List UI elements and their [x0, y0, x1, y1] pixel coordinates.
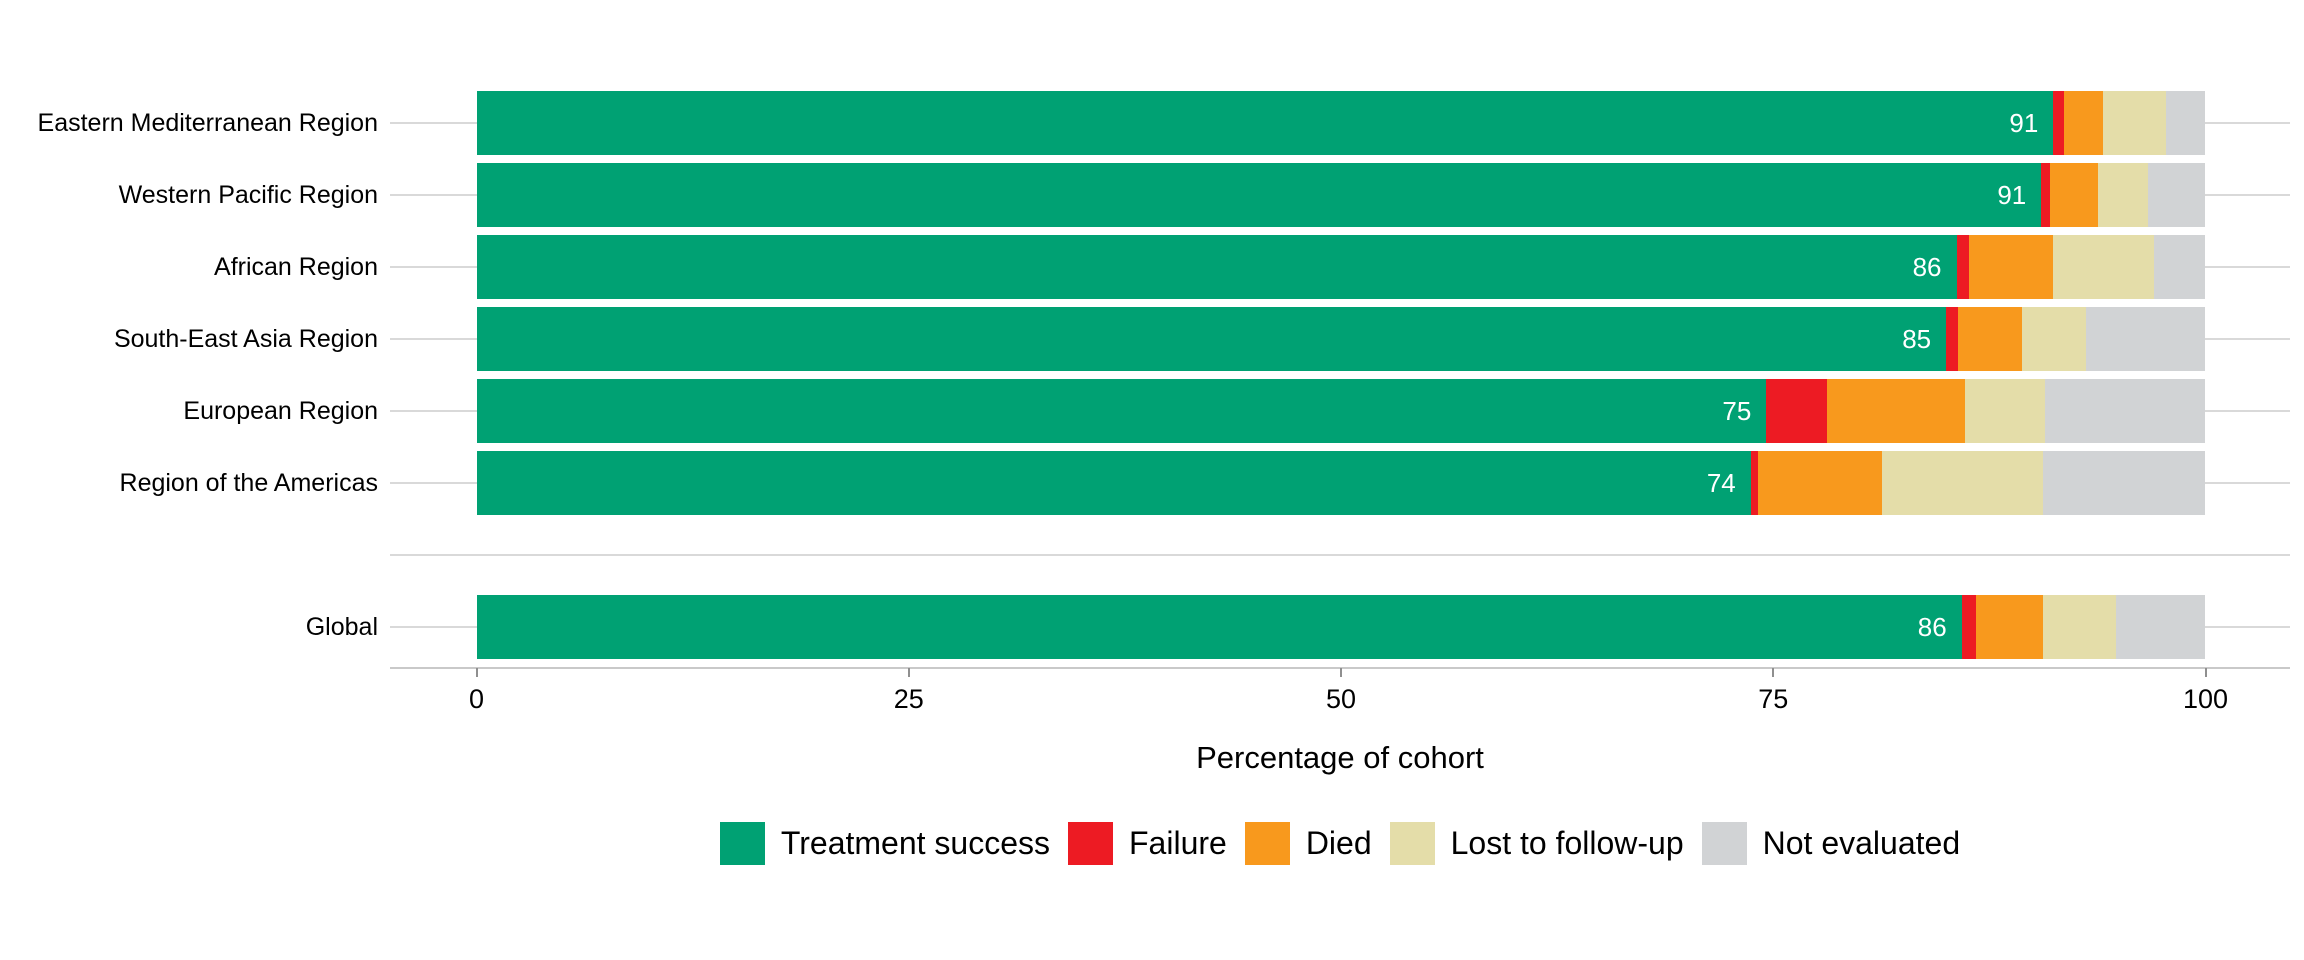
bar-row-global: 86 [476, 595, 2206, 659]
legend-label: Lost to follow-up [1450, 825, 1684, 861]
bar-segment-failure [1946, 307, 1959, 371]
legend-item-lost-to-follow-up: Lost to follow-up [1389, 821, 1684, 865]
bar-row-european-region: 75 [476, 379, 2206, 443]
bar-segment-died [1826, 379, 1966, 443]
bar-row-region-of-the-americas: 74 [476, 451, 2206, 515]
bar-segment-died [1968, 235, 2054, 299]
bar-segment-failure [1956, 235, 1969, 299]
bar-value-label: 74 [1706, 468, 1736, 498]
bar-segment-not-evaluated [2148, 163, 2206, 227]
bar-segment-not-evaluated [2165, 91, 2206, 155]
bar-row-western-pacific-region: 91 [476, 163, 2206, 227]
bar-segment-died [2063, 91, 2104, 155]
legend-swatch-lost-to-follow-up [1389, 821, 1435, 865]
bar-segment-lost-to-follow-up [2022, 307, 2087, 371]
bar-value-label: 86 [1912, 252, 1942, 282]
category-label-global: Global [305, 613, 378, 641]
x-axis-tick [475, 668, 478, 677]
bar-segment-lost-to-follow-up [2098, 163, 2149, 227]
x-axis-tick [1340, 668, 1342, 677]
bar-segment-treatment-success: 75 [476, 379, 1767, 443]
bar-segment-lost-to-follow-up [2042, 595, 2116, 659]
bar-segment-not-evaluated [2115, 595, 2206, 659]
bar-value-label: 86 [1917, 612, 1947, 642]
bar-row-african-region: 86 [476, 235, 2206, 299]
bar-segment-failure [2053, 91, 2064, 155]
bar-segment-not-evaluated [2042, 451, 2206, 515]
legend-swatch-not-evaluated [1701, 821, 1747, 865]
legend-swatch-treatment-success [719, 821, 765, 865]
bar-segment-not-evaluated [2153, 235, 2206, 299]
x-axis-tick-label: 0 [468, 684, 485, 714]
bar-segment-died [1975, 595, 2043, 659]
legend-label: Failure [1129, 825, 1227, 861]
bar-segment-treatment-success: 91 [476, 163, 2042, 227]
legend-item-failure: Failure [1068, 821, 1227, 865]
bar-value-label: 91 [1997, 180, 2027, 210]
bar-segment-treatment-success: 86 [476, 235, 1957, 299]
bar-segment-treatment-success: 91 [476, 91, 2054, 155]
x-axis-tick-label: 50 [1325, 684, 1357, 714]
bar-segment-died [2049, 163, 2099, 227]
bar-segment-failure [1750, 451, 1758, 515]
row-gridline [390, 554, 2290, 556]
bar-segment-lost-to-follow-up [2103, 91, 2166, 155]
bar-segment-treatment-success: 86 [476, 595, 1962, 659]
legend: Treatment success Failure Died Lost to foll… [390, 820, 2290, 866]
bar-segment-not-evaluated [2044, 379, 2206, 443]
bar-segment-treatment-success: 85 [476, 307, 1947, 371]
legend-label: Not evaluated [1762, 825, 1961, 861]
category-label-western-pacific-region: Western Pacific Region [118, 181, 378, 209]
legend-item-not-evaluated: Not evaluated [1701, 821, 1961, 865]
legend-swatch-died [1244, 821, 1290, 865]
category-label-region-of-the-americas: Region of the Americas [119, 469, 378, 497]
x-axis-tick-label: 75 [1758, 684, 1789, 714]
bar-segment-treatment-success: 74 [476, 451, 1751, 515]
legend-swatch-failure [1068, 821, 1113, 865]
bar-value-label: 75 [1722, 396, 1752, 426]
legend-item-died: Died [1244, 821, 1372, 865]
category-label-european-region: European Region [183, 397, 378, 425]
bar-segment-failure [1766, 379, 1827, 443]
legend-item-treatment-success: Treatment success [719, 821, 1050, 865]
legend-label: Died [1305, 825, 1372, 861]
category-label-african-region: African Region [214, 253, 378, 281]
x-axis-title: Percentage of cohort [1196, 740, 1484, 775]
category-label-eastern-mediterranean-region: Eastern Mediterranean Region [37, 109, 378, 137]
bar-segment-lost-to-follow-up [1965, 379, 2045, 443]
x-axis-tick-label: 25 [893, 684, 924, 714]
x-axis-tick-label: 100 [2182, 684, 2229, 714]
category-label-south-east-asia-region: South-East Asia Region [113, 325, 378, 353]
bar-segment-died [1757, 451, 1883, 515]
bar-value-label: 91 [2009, 108, 2039, 138]
bar-segment-failure [1961, 595, 1976, 659]
x-axis-tick [2204, 668, 2207, 677]
bar-segment-failure [2041, 163, 2050, 227]
bar-segment-lost-to-follow-up [1882, 451, 2043, 515]
bar-segment-lost-to-follow-up [2053, 235, 2154, 299]
x-axis-tick [1772, 668, 1775, 677]
bar-row-south-east-asia-region: 85 [476, 307, 2206, 371]
bar-segment-died [1958, 307, 2023, 371]
x-axis-tick [907, 668, 910, 677]
bar-row-eastern-mediterranean-region: 91 [476, 91, 2206, 155]
bar-value-label: 85 [1902, 324, 1932, 354]
bar-segment-not-evaluated [2086, 307, 2206, 371]
legend-label: Treatment success [780, 825, 1050, 861]
